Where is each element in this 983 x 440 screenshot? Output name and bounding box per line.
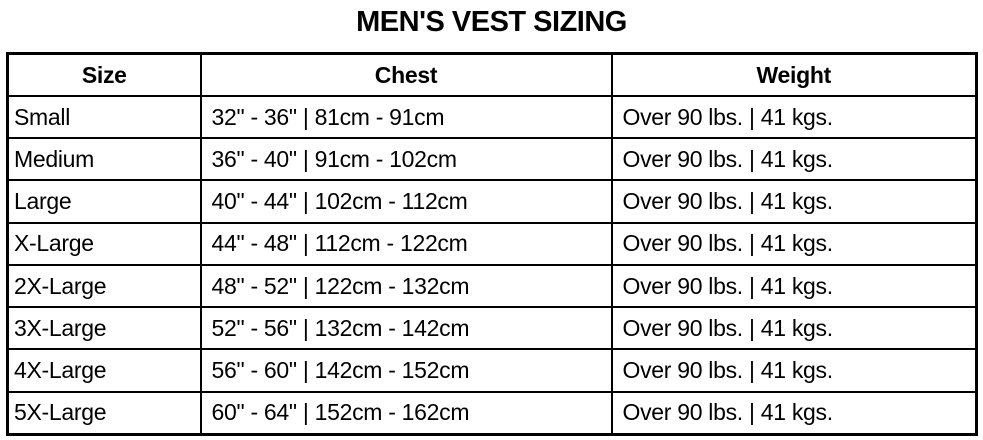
size-cell: Large: [6, 179, 202, 224]
header-row: Size Chest Weight: [6, 52, 978, 97]
table-row: Large 40" - 44" | 102cm - 112cm Over 90 lb…: [6, 179, 978, 224]
weight-cell: Over 90 lbs. | 41 kgs.: [610, 348, 978, 393]
chest-cell: 40" - 44" | 102cm - 112cm: [199, 179, 613, 224]
table-row: X-Large 44" - 48" | 112cm - 122cm Over 90 …: [6, 221, 978, 266]
chest-cell: 60" - 64" | 152cm - 162cm: [199, 390, 613, 436]
size-cell: 2X-Large: [6, 263, 202, 309]
size-cell: Medium: [6, 137, 202, 182]
sizing-table: Size Chest Weight Small 32" - 36" | 81cm …: [6, 52, 978, 436]
header-size: Size: [6, 52, 202, 97]
page-title: MEN'S VEST SIZING: [356, 6, 627, 38]
size-cell: 3X-Large: [6, 306, 202, 351]
size-cell: Small: [6, 94, 202, 140]
weight-cell: Over 90 lbs. | 41 kgs.: [610, 221, 978, 266]
table-row: Small 32" - 36" | 81cm - 91cm Over 90 lbs.…: [6, 94, 978, 140]
chest-cell: 48" - 52" | 122cm - 132cm: [199, 263, 613, 309]
size-cell: 4X-Large: [6, 348, 202, 393]
weight-cell: Over 90 lbs. | 41 kgs.: [610, 306, 978, 351]
weight-cell: Over 90 lbs. | 41 kgs.: [610, 137, 978, 182]
weight-cell: Over 90 lbs. | 41 kgs.: [610, 263, 978, 309]
chest-cell: 36" - 40" | 91cm - 102cm: [199, 137, 613, 182]
weight-cell: Over 90 lbs. | 41 kgs.: [610, 94, 978, 140]
table-row: 4X-Large 56" - 60" | 142cm - 152cm Over 90…: [6, 348, 978, 393]
chest-cell: 32" - 36" | 81cm - 91cm: [199, 94, 613, 140]
table-row: 3X-Large 52" - 56" | 132cm - 142cm Over 90…: [6, 306, 978, 351]
table-row: Medium 36" - 40" | 91cm - 102cm Over 90 lb…: [6, 137, 978, 182]
weight-cell: Over 90 lbs. | 41 kgs.: [610, 390, 978, 436]
weight-cell: Over 90 lbs. | 41 kgs.: [610, 179, 978, 224]
table-row: 2X-Large 48" - 52" | 122cm - 132cm Over 90…: [6, 263, 978, 309]
header-weight: Weight: [610, 52, 978, 97]
chest-cell: 44" - 48" | 112cm - 122cm: [199, 221, 613, 266]
header-chest: Chest: [199, 52, 613, 97]
table-row: 5X-Large 60" - 64" | 152cm - 162cm Over 90…: [6, 390, 978, 436]
chest-cell: 56" - 60" | 142cm - 152cm: [199, 348, 613, 393]
chest-cell: 52" - 56" | 132cm - 142cm: [199, 306, 613, 351]
size-cell: 5X-Large: [6, 390, 202, 436]
size-cell: X-Large: [6, 221, 202, 266]
